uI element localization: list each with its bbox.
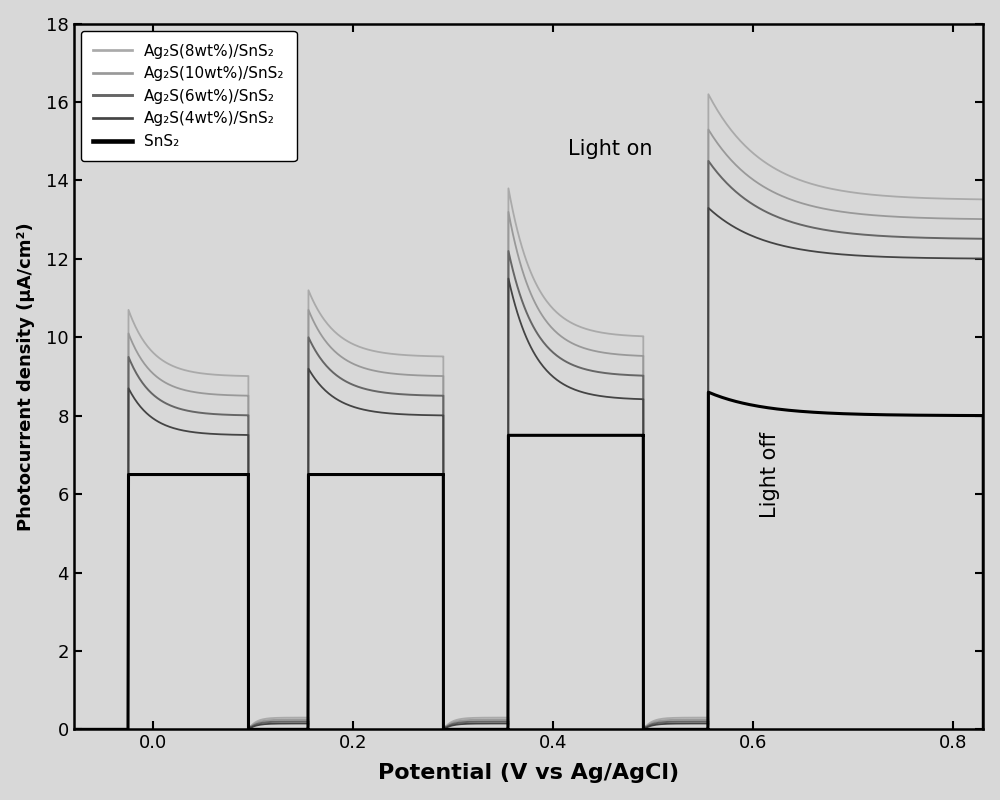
Ag₂S(10wt%)/SnS₂ (68, 725, 80, 734)
Ag₂S(10wt%)/SnS₂ (851, 209, 863, 218)
Ag₂S(4wt%)/SnS₂ (514, 315, 526, 325)
Ag₂S(8wt%)/SnS₂ (702, 90, 714, 99)
SnS₂ (604, 430, 616, 440)
Line: SnS₂: SnS₂ (74, 392, 1000, 730)
Line: Ag₂S(8wt%)/SnS₂: Ag₂S(8wt%)/SnS₂ (74, 94, 1000, 730)
SnS₂ (702, 387, 714, 397)
Ag₂S(10wt%)/SnS₂ (702, 125, 714, 134)
Legend: Ag₂S(8wt%)/SnS₂, Ag₂S(10wt%)/SnS₂, Ag₂S(6wt%)/SnS₂, Ag₂S(4wt%)/SnS₂, SnS₂: Ag₂S(8wt%)/SnS₂, Ag₂S(10wt%)/SnS₂, Ag₂S(… (81, 31, 297, 162)
Y-axis label: Photocurrent density (μA/cm²): Photocurrent density (μA/cm²) (17, 222, 35, 531)
Ag₂S(10wt%)/SnS₂ (550, 327, 562, 337)
Ag₂S(8wt%)/SnS₂ (858, 189, 870, 198)
Ag₂S(6wt%)/SnS₂ (851, 230, 863, 239)
Line: Ag₂S(4wt%)/SnS₂: Ag₂S(4wt%)/SnS₂ (74, 208, 1000, 730)
Ag₂S(6wt%)/SnS₂ (550, 350, 562, 359)
Ag₂S(10wt%)/SnS₂ (604, 349, 616, 358)
Ag₂S(8wt%)/SnS₂ (514, 234, 526, 244)
SnS₂ (564, 430, 576, 440)
Ag₂S(6wt%)/SnS₂ (858, 230, 870, 239)
Ag₂S(4wt%)/SnS₂ (858, 251, 870, 261)
Line: Ag₂S(6wt%)/SnS₂: Ag₂S(6wt%)/SnS₂ (74, 161, 1000, 730)
Line: Ag₂S(10wt%)/SnS₂: Ag₂S(10wt%)/SnS₂ (74, 130, 1000, 730)
Ag₂S(6wt%)/SnS₂ (564, 359, 576, 369)
Ag₂S(4wt%)/SnS₂ (564, 383, 576, 393)
Ag₂S(4wt%)/SnS₂ (550, 374, 562, 384)
Ag₂S(10wt%)/SnS₂ (858, 210, 870, 219)
Text: Light off: Light off (760, 431, 780, 518)
SnS₂ (851, 410, 863, 419)
Ag₂S(4wt%)/SnS₂ (851, 250, 863, 260)
Ag₂S(10wt%)/SnS₂ (514, 257, 526, 266)
Ag₂S(8wt%)/SnS₂ (550, 306, 562, 316)
Ag₂S(6wt%)/SnS₂ (604, 369, 616, 378)
X-axis label: Potential (V vs Ag/AgCl): Potential (V vs Ag/AgCl) (378, 763, 679, 783)
Ag₂S(8wt%)/SnS₂ (604, 329, 616, 338)
Ag₂S(4wt%)/SnS₂ (702, 203, 714, 213)
Ag₂S(4wt%)/SnS₂ (68, 725, 80, 734)
Ag₂S(10wt%)/SnS₂ (564, 338, 576, 347)
SnS₂ (68, 725, 80, 734)
Text: Light on: Light on (568, 139, 653, 159)
Ag₂S(4wt%)/SnS₂ (604, 392, 616, 402)
SnS₂ (514, 430, 526, 440)
Ag₂S(8wt%)/SnS₂ (564, 318, 576, 327)
Ag₂S(8wt%)/SnS₂ (68, 725, 80, 734)
Ag₂S(6wt%)/SnS₂ (68, 725, 80, 734)
Ag₂S(8wt%)/SnS₂ (851, 188, 863, 198)
Ag₂S(6wt%)/SnS₂ (514, 289, 526, 298)
Ag₂S(6wt%)/SnS₂ (702, 156, 714, 166)
SnS₂ (858, 410, 870, 419)
SnS₂ (550, 430, 562, 440)
